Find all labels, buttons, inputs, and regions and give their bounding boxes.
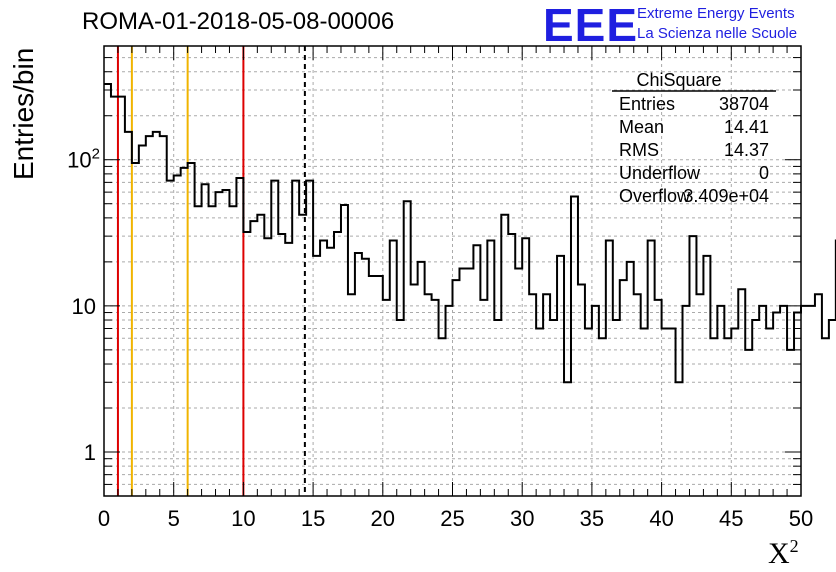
stats-row-label: Entries — [619, 94, 675, 114]
stats-row-label: Underflow — [619, 163, 701, 183]
x-tick-label: 50 — [789, 506, 813, 531]
x-tick-label: 40 — [649, 506, 673, 531]
stats-row-label: Mean — [619, 117, 664, 137]
x-tick-label: 45 — [719, 506, 743, 531]
stats-box-title: ChiSquare — [636, 70, 721, 90]
y-tick-label-exponent: 2 — [92, 146, 100, 163]
stats-row-value: 38704 — [719, 94, 769, 114]
histogram-series — [104, 82, 836, 384]
stats-row-value: 14.41 — [724, 117, 769, 137]
chart-title: ROMA-01-2018-05-08-00006 — [82, 8, 395, 35]
stats-row-label: Overflow — [619, 186, 691, 206]
x-tick-label: 5 — [168, 506, 180, 531]
x-tick-label: 0 — [98, 506, 110, 531]
x-tick-label: 25 — [440, 506, 464, 531]
stats-row-value: 0 — [759, 163, 769, 183]
logo-line-1: Extreme Energy Events — [637, 5, 795, 22]
x-axis-label: X2 — [768, 536, 799, 571]
stats-row-value: 14.37 — [724, 140, 769, 160]
x-tick-label: 10 — [231, 506, 255, 531]
logo-line-2: La Scienza nelle Scuole — [637, 25, 798, 42]
x-tick-label: 15 — [301, 506, 325, 531]
stats-row-value: 3.409e+04 — [683, 186, 769, 206]
x-tick-label: 30 — [510, 506, 534, 531]
x-tick-label: 35 — [580, 506, 604, 531]
x-axis-label-superscript: 2 — [789, 536, 799, 556]
stats-row-label: RMS — [619, 140, 659, 160]
eee-logo: EEE — [543, 0, 639, 51]
y-tick-label: 102 — [67, 146, 100, 173]
x-axis-label-base: X — [768, 537, 790, 570]
y-tick-label: 10 — [72, 294, 96, 319]
y-tick-label: 1 — [84, 440, 96, 465]
x-tick-label: 20 — [371, 506, 395, 531]
y-axis-label: Entries/bin — [8, 47, 39, 180]
